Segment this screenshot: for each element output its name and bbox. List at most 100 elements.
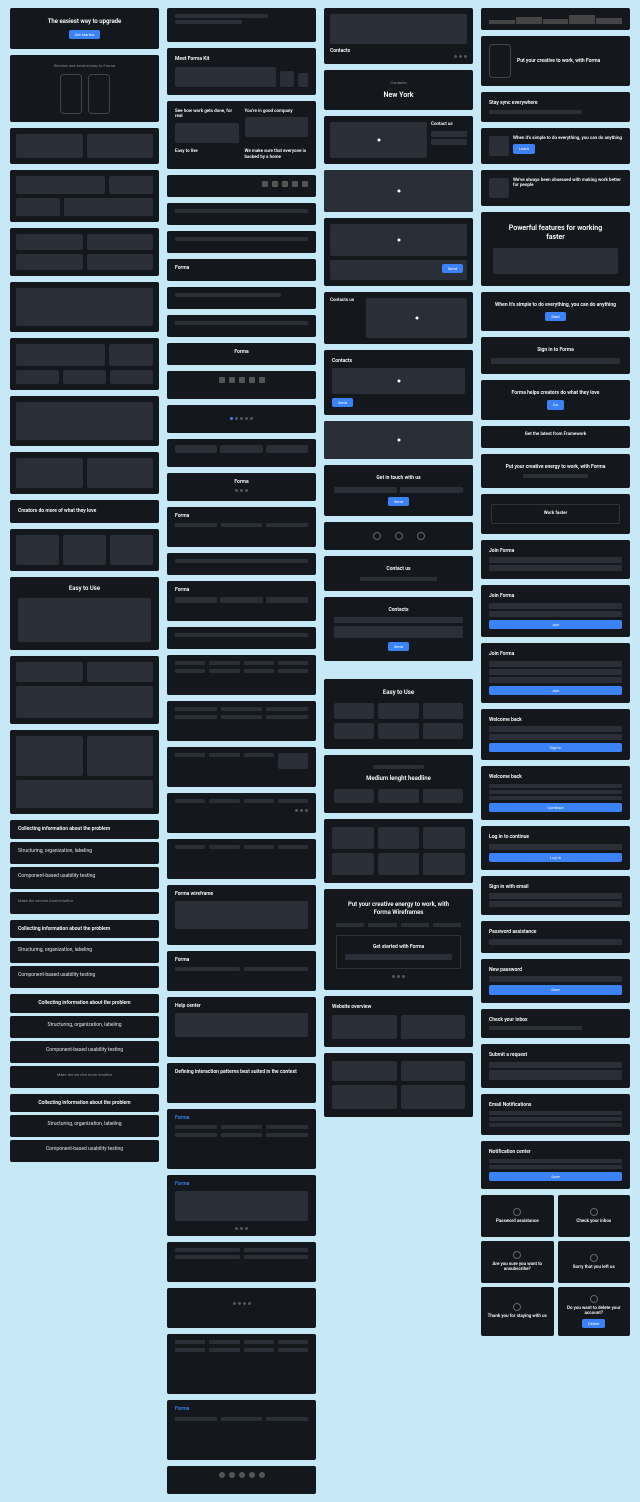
send-button[interactable]: Send xyxy=(332,398,353,407)
city-title: New York xyxy=(332,91,465,100)
nav-strip: Forma xyxy=(167,259,316,281)
help-card: Help center xyxy=(167,997,316,1057)
footer-block xyxy=(167,1334,316,1394)
pw-card: Password assistance xyxy=(481,921,630,953)
hero-sub: Receive and send money to Forma xyxy=(18,63,151,68)
gallery-card xyxy=(10,338,159,390)
overview-card: Website overview xyxy=(324,996,473,1047)
send-button[interactable]: Send xyxy=(388,497,409,506)
sync-card: Stay sync everywhere xyxy=(481,92,630,122)
latest-card: Get the latest from Framework xyxy=(481,426,630,448)
column-1: The easiest way to upgrade Get started R… xyxy=(10,8,159,1162)
accordion-item[interactable]: Structuring, organization, labeling xyxy=(10,941,159,963)
accordion-group: Collecting information about the problem… xyxy=(10,1094,159,1163)
contacts-map-card: Contacts us xyxy=(324,292,473,344)
accordion-item[interactable]: Make the service more intuitive xyxy=(10,892,159,914)
accordion-item[interactable]: Structuring, organization, labeling xyxy=(10,1016,159,1038)
notif-center-card: Notification centerSave xyxy=(481,1141,630,1189)
footer-block: Forma xyxy=(167,951,316,991)
cta-button[interactable]: Learn xyxy=(513,144,535,153)
gallery-card xyxy=(10,396,159,446)
inbox-card: Check your inbox xyxy=(481,1009,630,1039)
contact-us-card: Contact us xyxy=(324,556,473,591)
gallery-card xyxy=(10,730,159,814)
easy-title: Easy to Use xyxy=(18,585,151,593)
footer-block: Forma xyxy=(167,507,316,547)
cta-button[interactable]: Get started xyxy=(69,30,101,39)
accordion-item[interactable]: Make the service more intuitive xyxy=(10,1066,159,1088)
accordion-group: Collecting information about the problem… xyxy=(10,994,159,1088)
section-head: Creators do more of what they love xyxy=(10,500,159,523)
contact-icons-card xyxy=(324,522,473,550)
footer-block: Forma xyxy=(167,1109,316,1169)
modal-card: Password assistance xyxy=(481,1195,554,1237)
footer-block: Forma xyxy=(167,1400,316,1460)
welcome-card: Welcome backContinue xyxy=(481,766,630,820)
map-form-card: Send xyxy=(324,218,473,286)
defining-card: Defining interaction patterns best suite… xyxy=(167,1063,316,1103)
modal-card: Are you sure you want to unsubscribe? xyxy=(481,1241,554,1283)
kit-card: Meet Forma Kit xyxy=(167,48,316,95)
join-card: Join FormaJoin xyxy=(481,585,630,637)
section-title: Creators do more of what they love xyxy=(18,508,151,515)
nav-strip xyxy=(167,175,316,197)
footer-block: Forma xyxy=(167,1175,316,1237)
nav-strip xyxy=(167,627,316,649)
contacts-form-card: Contacts Send xyxy=(324,597,473,662)
footer-block xyxy=(167,747,316,787)
map-contact-card: Contact us xyxy=(324,116,473,164)
accordion-item[interactable]: Structuring, organization, labeling xyxy=(10,842,159,864)
accordion-item[interactable]: Component-based usability testing xyxy=(10,1041,159,1063)
touch-card: Get in touch with us Send xyxy=(324,465,473,516)
feature-grid: See how work gets done, for real You're … xyxy=(167,101,316,169)
accordion-item[interactable]: Collecting information about the problem xyxy=(10,820,159,839)
ny-card: Contacts New York xyxy=(324,70,473,110)
modal-card: Thank you for staying with us xyxy=(481,1287,554,1336)
accordion-item[interactable]: Collecting information about the problem xyxy=(10,920,159,939)
footer-block xyxy=(167,839,316,879)
login-card: Log in to continueLog in xyxy=(481,826,630,870)
powerful-card: Powerful features for working faster xyxy=(481,212,630,286)
world-map-card: Contacts xyxy=(324,8,473,64)
kit-title: Meet Forma Kit xyxy=(175,56,308,63)
phone-mockup xyxy=(60,74,82,114)
footer-block xyxy=(167,1288,316,1328)
accordion-item[interactable]: Collecting information about the problem xyxy=(10,1094,159,1113)
creative-phone-card: Put your creative to work, with Forma xyxy=(481,36,630,86)
accordion-item[interactable]: Component-based usability testing xyxy=(10,867,159,889)
text-block xyxy=(167,8,316,42)
cta-button[interactable]: Start xyxy=(545,312,566,321)
work-card: Work faster xyxy=(481,494,630,534)
accordion-item[interactable]: Collecting information about the problem xyxy=(10,994,159,1013)
chart-strip xyxy=(481,8,630,30)
helps-card: Forma helps creators do what they loveGo xyxy=(481,380,630,420)
social-strip xyxy=(167,371,316,399)
footer-links xyxy=(167,701,316,741)
send-button[interactable]: Send xyxy=(388,642,409,651)
newpw-card: New passwordSave xyxy=(481,959,630,1003)
send-button[interactable]: Send xyxy=(442,264,463,273)
creative-card: Put your creative energy to work, with F… xyxy=(324,889,473,990)
footer-block xyxy=(167,793,316,833)
phone-mockup xyxy=(88,74,110,114)
footer-links xyxy=(167,655,316,695)
gallery-card xyxy=(10,228,159,276)
gallery-card xyxy=(10,452,159,494)
energy-card: Put your creative energy to work, with F… xyxy=(481,454,630,489)
accordion-item[interactable]: Component-based usability testing xyxy=(10,966,159,988)
nav-strip: Forma xyxy=(167,343,316,365)
email-signin-card: Sign in with email xyxy=(481,876,630,916)
accordion-item[interactable]: Component-based usability testing xyxy=(10,1140,159,1162)
easy-card: Easy to Use xyxy=(10,577,159,651)
simple-card: When it's simple to do everything, you c… xyxy=(481,128,630,164)
welcome-card: Welcome backSign in xyxy=(481,709,630,761)
simple-cta-card: When it's simple to do everything, you c… xyxy=(481,292,630,332)
hero-title: The easiest way to upgrade xyxy=(18,18,151,26)
hero-upgrade: The easiest way to upgrade Get started xyxy=(10,8,159,49)
nav-strip xyxy=(167,553,316,575)
gallery-card xyxy=(10,282,159,332)
nav-strip xyxy=(167,315,316,337)
footer-strip xyxy=(167,405,316,433)
social-footer xyxy=(167,1466,316,1494)
accordion-item[interactable]: Structuring, organization, labeling xyxy=(10,1115,159,1137)
